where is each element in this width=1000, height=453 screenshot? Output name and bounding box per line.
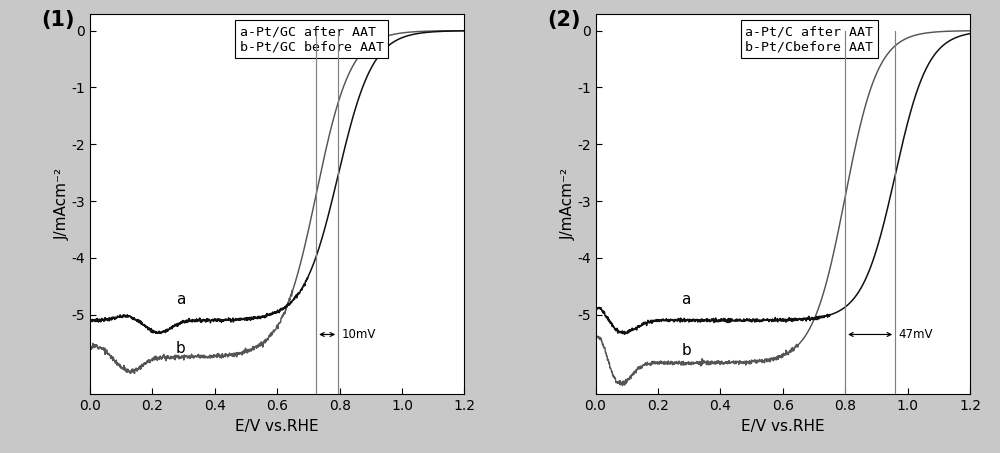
X-axis label: E/V vs.RHE: E/V vs.RHE (741, 419, 825, 434)
Text: 47mV: 47mV (899, 328, 933, 341)
Text: a: a (176, 292, 185, 308)
X-axis label: E/V vs.RHE: E/V vs.RHE (235, 419, 319, 434)
Y-axis label: J/mAcm⁻²: J/mAcm⁻² (55, 168, 70, 240)
Text: a-Pt/C after AAT
b-Pt/Cbefore AAT: a-Pt/C after AAT b-Pt/Cbefore AAT (745, 25, 873, 53)
Y-axis label: J/mAcm⁻²: J/mAcm⁻² (561, 168, 576, 240)
Text: a: a (681, 292, 691, 308)
Text: b: b (176, 341, 185, 356)
Text: (2): (2) (547, 10, 580, 30)
Text: a-Pt/GC after AAT
b-Pt/GC before AAT: a-Pt/GC after AAT b-Pt/GC before AAT (240, 25, 384, 53)
Text: b: b (681, 343, 691, 358)
Text: (1): (1) (41, 10, 75, 30)
Text: 10mV: 10mV (342, 328, 376, 341)
